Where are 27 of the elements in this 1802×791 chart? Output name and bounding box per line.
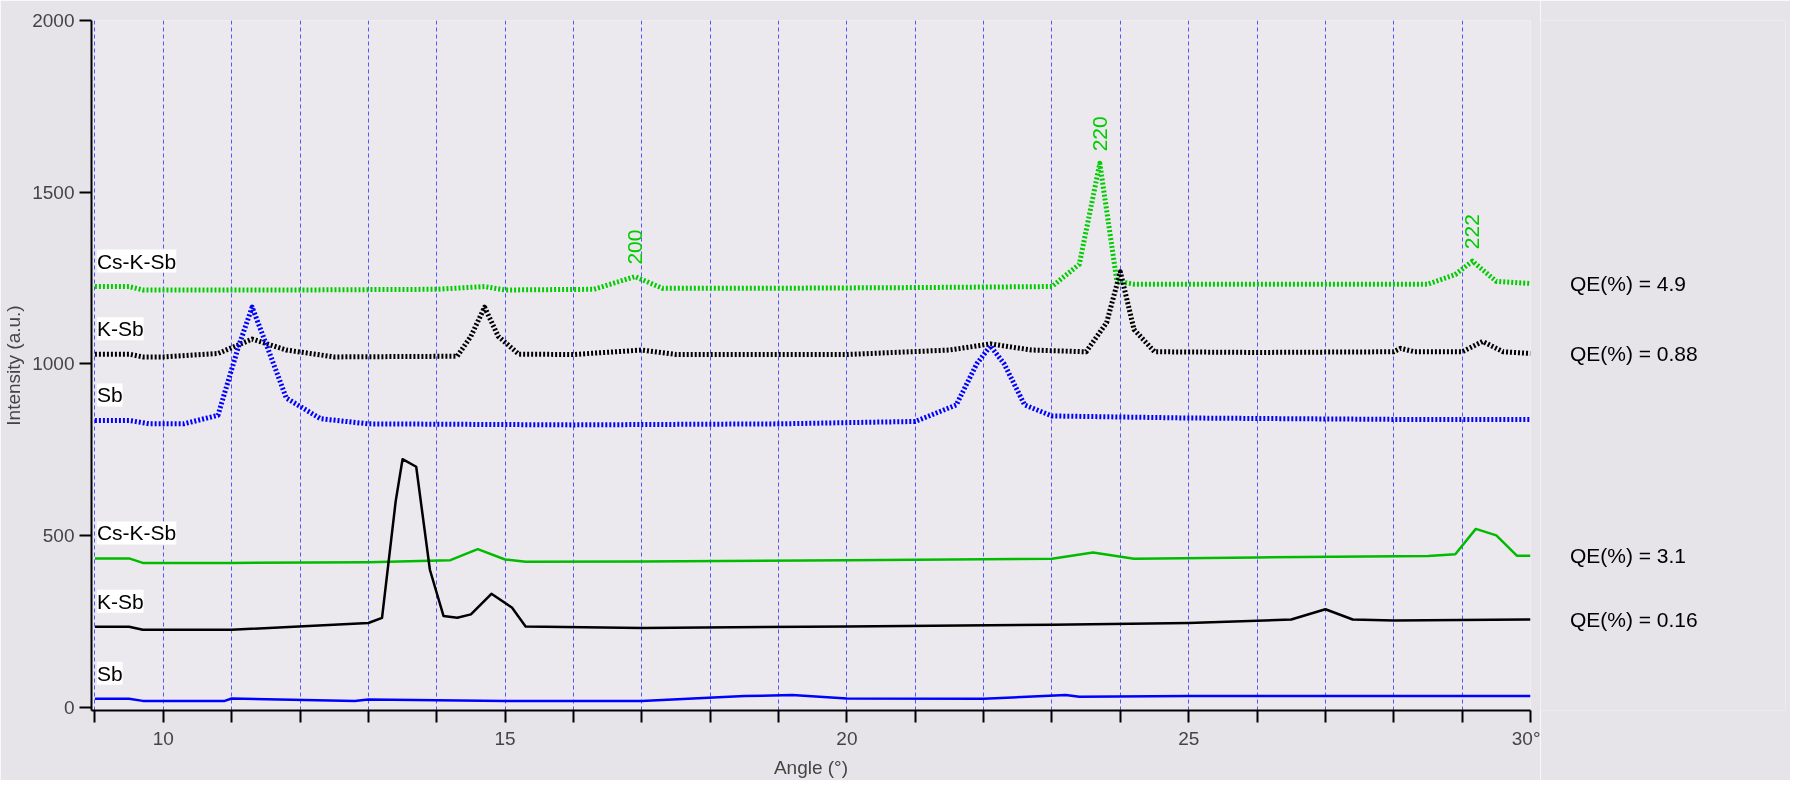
x-tick-label: 25 [1178, 727, 1200, 749]
x-tick-label: 10 [152, 727, 174, 749]
y-tick-label: 0 [63, 696, 75, 718]
x-tick-label: 20 [836, 727, 858, 749]
y-tick-label: 1000 [32, 353, 75, 375]
x-tick-label: 30° [1511, 727, 1541, 749]
y-tick-label: 1500 [32, 181, 75, 203]
annotation: 222 [1460, 214, 1484, 250]
annotation: 200 [622, 229, 646, 265]
annotation: 220 [1087, 116, 1111, 152]
series-label: Sb [96, 383, 123, 407]
x-axis-title: Angle (°) [773, 756, 849, 778]
x-tick-label: 15 [494, 727, 516, 749]
series-label: K-Sb [96, 589, 144, 613]
series-label: Sb [96, 661, 123, 685]
y-tick-label: 2000 [32, 10, 75, 31]
series-label: Cs-K-Sb [96, 249, 177, 273]
series-label: K-Sb [96, 317, 144, 341]
line-series [93, 457, 1531, 632]
annotation: QE(%) = 3.1 [1569, 544, 1687, 568]
y-axis-title: Intensity (a.u.) [3, 305, 25, 426]
annotation: QE(%) = 0.16 [1569, 608, 1698, 632]
y-tick-label: 500 [42, 524, 75, 546]
annotation: QE(%) = 4.9 [1569, 271, 1687, 295]
series-label: Cs-K-Sb [96, 521, 177, 545]
line-series [93, 527, 1531, 565]
annotation: QE(%) = 0.88 [1569, 341, 1698, 365]
